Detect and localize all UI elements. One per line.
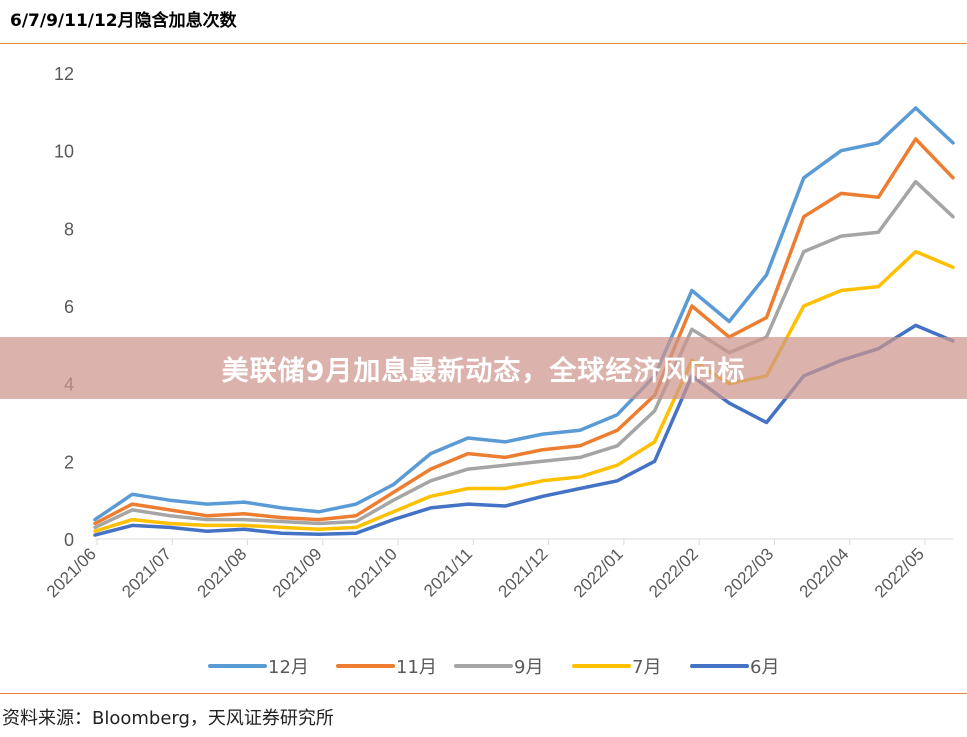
y-tick-label: 10 [54,142,74,162]
source-note: 资料来源：Bloomberg，天风证券研究所 [2,708,334,729]
y-tick-label: 2 [64,452,74,472]
banner-text: 美联储9月加息最新动态，全球经济风向标 [221,355,746,387]
x-tick-label: 2021/09 [269,544,326,601]
legend-label: 11月 [396,657,437,678]
bottom-divider [0,693,967,694]
x-tick-label: 2022/01 [570,544,627,601]
x-tick-label: 2021/10 [344,544,401,601]
x-tick-label: 2022/05 [871,544,928,601]
x-tick-label: 2021/08 [193,544,250,601]
chart-title: 6/7/9/11/12月隐含加息次数 [10,11,237,31]
x-tick-label: 2022/04 [796,544,853,601]
y-tick-label: 6 [64,297,74,317]
legend-label: 9月 [514,657,543,678]
x-tick-label: 2021/07 [118,544,175,601]
line-chart: 0246810122021/062021/072021/082021/09202… [43,64,955,678]
x-tick-label: 2022/03 [720,544,777,601]
legend-label: 12月 [268,657,309,678]
legend-label: 6月 [750,657,779,678]
series-line [93,179,955,530]
series-line [93,106,955,522]
legend-label: 7月 [632,657,661,678]
overlay-banner: 美联储9月加息最新动态，全球经济风向标 [0,337,967,399]
series-line [93,137,955,526]
y-tick-label: 8 [64,219,74,239]
y-tick-label: 0 [64,530,74,550]
y-tick-label: 12 [54,64,74,84]
x-tick-label: 2022/02 [645,544,702,601]
x-tick-label: 2021/06 [43,544,100,601]
x-tick-label: 2021/12 [495,544,552,601]
top-divider [0,43,967,44]
x-tick-label: 2021/11 [420,544,476,600]
series-line [93,249,955,533]
